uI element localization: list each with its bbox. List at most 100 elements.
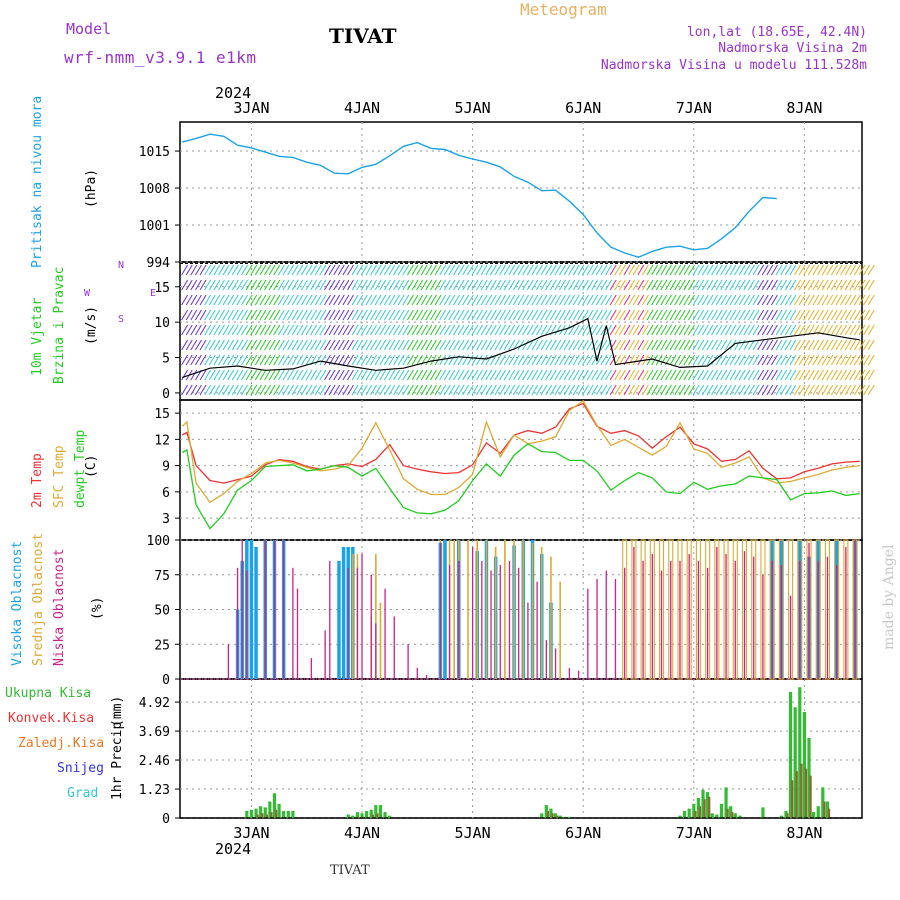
- wind-barb: [803, 324, 811, 336]
- wind-barb: [397, 309, 405, 321]
- wind-barb: [697, 354, 705, 366]
- wind-barb: [775, 354, 783, 366]
- wind-barb: [536, 324, 543, 336]
- wind-barb: [715, 264, 723, 276]
- wind-barb: [328, 339, 336, 351]
- wind-barb: [849, 324, 857, 336]
- wind-barb: [291, 354, 299, 366]
- wind-barb: [204, 309, 212, 321]
- wind-barb: [245, 324, 253, 336]
- wind-barb: [595, 279, 603, 291]
- precip-total-bar: [678, 815, 682, 818]
- wind-barb: [264, 354, 271, 366]
- wind-barb: [743, 264, 751, 276]
- wind-barb: [185, 339, 193, 351]
- wind-barb: [660, 339, 668, 351]
- wind-barb: [185, 354, 193, 366]
- wind-barb: [688, 369, 695, 381]
- wind-barb: [835, 339, 843, 351]
- wind-barb: [471, 369, 479, 381]
- wind-barb: [462, 324, 470, 336]
- wind-barb: [738, 384, 746, 396]
- wind-barb: [531, 264, 539, 276]
- cloud-low-bar: [688, 553, 690, 679]
- cloud-low-bar: [642, 560, 644, 679]
- cloud-high-bar: [249, 540, 254, 679]
- station-title: TIVAT: [329, 24, 397, 48]
- wind-barb: [439, 369, 447, 381]
- wind-barb: [190, 354, 198, 366]
- wind-barb: [190, 264, 198, 276]
- cloud-low-bar: [370, 574, 372, 679]
- cloud-mid-bar: [513, 540, 515, 679]
- wind-barb: [434, 294, 442, 306]
- wind-barb: [383, 324, 391, 336]
- wind-barb: [471, 264, 479, 276]
- wind-barb: [641, 294, 649, 306]
- wind-barb: [374, 294, 382, 306]
- wind-barb: [383, 264, 391, 276]
- cloud-low-bar: [518, 567, 520, 679]
- wind-barb: [181, 309, 189, 321]
- wind-barb: [669, 384, 677, 396]
- wind-barb: [282, 279, 290, 291]
- wind-barb: [236, 324, 244, 336]
- wind-barb: [337, 264, 345, 276]
- wind-barb: [817, 279, 824, 291]
- wind-barb: [794, 354, 801, 366]
- wind-barb: [711, 309, 718, 321]
- wind-barb: [752, 339, 760, 351]
- cloud-low-bar: [324, 630, 326, 679]
- wind-barb: [821, 294, 829, 306]
- wind-barb: [434, 339, 442, 351]
- wind-barb: [688, 264, 695, 276]
- wind-barb: [462, 354, 470, 366]
- wind-barb: [227, 294, 235, 306]
- precip-total-bar: [719, 803, 724, 818]
- wind-barb: [370, 324, 377, 336]
- wind-barb: [789, 279, 797, 291]
- wind-title-2: Brzina i Pravac: [52, 266, 67, 384]
- wind-barb: [761, 264, 769, 276]
- wind-barb: [605, 369, 612, 381]
- cloud-low-bar: [780, 565, 783, 679]
- wind-barb: [711, 294, 718, 306]
- wind-barb: [858, 384, 866, 396]
- wind-barb: [531, 294, 539, 306]
- wind-barb: [545, 264, 553, 276]
- cloud-high-bar: [443, 540, 447, 679]
- wind-barb: [595, 294, 603, 306]
- wind-speed-line: [182, 317, 860, 378]
- cloud-low-bar: [329, 560, 331, 679]
- wind-barb: [775, 339, 783, 351]
- wind-barb: [522, 324, 530, 336]
- wind-barb: [536, 309, 543, 321]
- wind-barb: [531, 324, 539, 336]
- wind-barb: [536, 279, 543, 291]
- wind-barb: [466, 294, 474, 306]
- wind-barb: [623, 384, 631, 396]
- wind-barb: [291, 324, 299, 336]
- wind-barb: [780, 279, 788, 291]
- wind-barb: [849, 354, 857, 366]
- wind-barb: [853, 384, 861, 396]
- wind-barb: [780, 324, 788, 336]
- wind-barb: [333, 384, 341, 396]
- wind-barb: [844, 309, 852, 321]
- wind-barb: [319, 324, 327, 336]
- wind-barb: [600, 309, 608, 321]
- wind-barb: [618, 294, 626, 306]
- wind-barb: [835, 324, 843, 336]
- wind-barb: [443, 279, 451, 291]
- wind-barb: [383, 369, 391, 381]
- wind-barb: [775, 309, 783, 321]
- wind-barb: [268, 354, 276, 366]
- wind-barb: [273, 339, 281, 351]
- wind-barb: [397, 354, 405, 366]
- wind-barb: [324, 339, 331, 351]
- y-tick-label: 50: [154, 604, 170, 619]
- wind-barb: [609, 294, 617, 306]
- wind-barb: [462, 384, 470, 396]
- wind-barb: [697, 339, 705, 351]
- cloud-low-bar: [236, 567, 239, 679]
